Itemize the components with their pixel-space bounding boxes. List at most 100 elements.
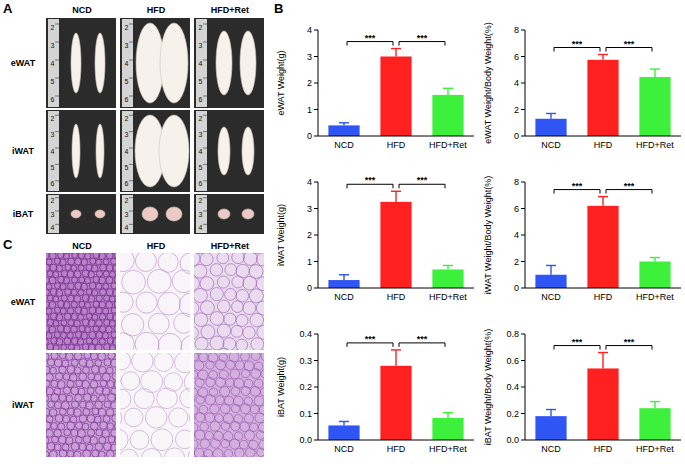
cell bbox=[54, 359, 62, 367]
bar bbox=[328, 280, 359, 288]
cell bbox=[108, 353, 115, 359]
cell bbox=[59, 366, 66, 373]
cell bbox=[92, 339, 98, 345]
cell bbox=[61, 332, 67, 338]
cell bbox=[79, 301, 85, 307]
cell bbox=[210, 336, 224, 350]
ruler-label: 4 bbox=[125, 60, 129, 67]
cell bbox=[51, 353, 58, 359]
cell bbox=[112, 373, 116, 380]
cell bbox=[102, 332, 108, 338]
cell bbox=[112, 414, 116, 422]
cell bbox=[71, 265, 77, 271]
cell bbox=[100, 380, 107, 387]
ruler-tick bbox=[129, 148, 133, 149]
cell bbox=[244, 397, 252, 405]
y-tick bbox=[314, 56, 318, 57]
cell bbox=[65, 437, 73, 445]
cell bbox=[88, 271, 94, 277]
cell bbox=[46, 380, 50, 387]
cell bbox=[60, 308, 66, 314]
ruler-label: 4 bbox=[125, 224, 129, 231]
cell bbox=[46, 429, 53, 437]
cell bbox=[194, 264, 207, 278]
cell bbox=[220, 457, 230, 458]
cell bbox=[90, 395, 97, 402]
y-tick bbox=[314, 182, 318, 183]
cell bbox=[48, 401, 55, 408]
plot-area bbox=[535, 197, 670, 288]
cell bbox=[174, 353, 190, 373]
error-whisker bbox=[343, 275, 344, 280]
cell bbox=[254, 379, 263, 388]
error-bar bbox=[391, 191, 401, 202]
cell bbox=[134, 389, 154, 409]
cell bbox=[49, 326, 56, 333]
error-whisker bbox=[602, 353, 603, 369]
cell bbox=[261, 369, 264, 378]
cell bbox=[86, 313, 92, 319]
tissue bbox=[240, 31, 256, 95]
tissue bbox=[216, 31, 232, 95]
error-bar bbox=[650, 69, 660, 77]
plot-area bbox=[328, 49, 463, 136]
cell bbox=[120, 353, 131, 370]
cell bbox=[231, 422, 240, 431]
cell bbox=[226, 360, 235, 369]
error-whisker bbox=[654, 402, 655, 409]
cell bbox=[72, 277, 78, 283]
y-axis-title: eWAT Weight/Body Weight(%) bbox=[483, 22, 493, 144]
cell bbox=[63, 387, 70, 394]
plot-area bbox=[328, 350, 463, 440]
bar bbox=[535, 119, 566, 136]
photo bbox=[194, 110, 264, 192]
photo bbox=[120, 194, 190, 234]
ruler-tick bbox=[203, 164, 207, 165]
significance-label: *** bbox=[365, 33, 376, 43]
error-bar bbox=[443, 265, 453, 269]
cell bbox=[110, 353, 116, 354]
error-bar bbox=[598, 197, 608, 206]
cell bbox=[103, 308, 109, 314]
significance-label: *** bbox=[572, 181, 583, 191]
error-cap bbox=[650, 68, 660, 69]
cell bbox=[67, 380, 74, 387]
cell bbox=[116, 366, 117, 373]
cell bbox=[61, 345, 67, 350]
error-whisker bbox=[395, 191, 396, 202]
cell bbox=[184, 371, 190, 393]
cell bbox=[250, 386, 260, 396]
cell bbox=[74, 345, 80, 350]
tissue bbox=[96, 124, 104, 178]
cell bbox=[211, 457, 220, 458]
cell bbox=[71, 442, 79, 450]
cell bbox=[65, 264, 71, 270]
cell bbox=[216, 377, 226, 387]
cell bbox=[98, 253, 105, 260]
cell bbox=[55, 414, 63, 422]
cell bbox=[194, 395, 195, 405]
cell bbox=[67, 271, 74, 278]
y-tick-label: 4 bbox=[514, 230, 519, 240]
panel-letter: C bbox=[3, 237, 13, 252]
cell bbox=[236, 289, 249, 302]
x-tick-label: HFD+Ret bbox=[429, 140, 467, 150]
cell bbox=[79, 373, 87, 381]
y-tick-label: 0.2 bbox=[299, 382, 312, 392]
cell bbox=[246, 448, 256, 457]
y-tick-label: 0 bbox=[307, 131, 312, 141]
cell bbox=[258, 350, 264, 351]
y-tick-label: 4 bbox=[514, 78, 519, 88]
y-tick bbox=[521, 56, 525, 57]
cell bbox=[56, 314, 63, 321]
photo bbox=[120, 110, 190, 192]
cell bbox=[78, 314, 84, 320]
ruler-label: 2 bbox=[51, 24, 55, 31]
error-cap bbox=[339, 122, 349, 123]
cell bbox=[200, 277, 214, 291]
row-label: eWAT bbox=[11, 58, 36, 68]
cell bbox=[54, 402, 61, 409]
tissue bbox=[71, 210, 81, 218]
y-tick bbox=[314, 30, 318, 31]
cell bbox=[55, 373, 62, 380]
